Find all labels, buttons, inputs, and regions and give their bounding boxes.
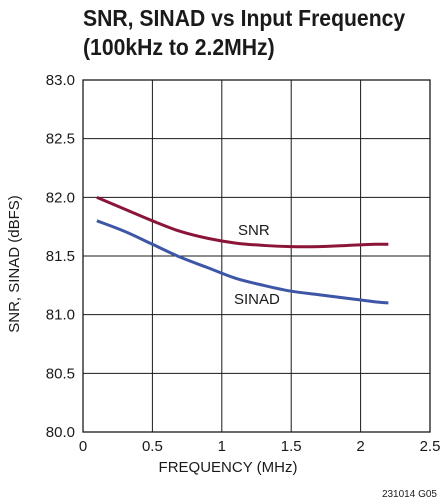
- figure-code: 231014 G05: [382, 489, 437, 500]
- x-tick-label: 0.5: [142, 438, 163, 455]
- x-tick-label: 2: [356, 438, 364, 455]
- y-tick-label: 83.0: [46, 72, 75, 89]
- y-tick-label: 81.0: [46, 307, 75, 324]
- y-tick-label: 80.5: [46, 365, 75, 382]
- y-tick-labels: 80.0 80.5 81.0 81.5 82.0 82.5 83.0: [46, 72, 75, 441]
- x-tick-labels: 0 0.5 1 1.5 2 2.5: [79, 438, 441, 455]
- chart-title: SNR, SINAD vs Input Frequency (100kHz to…: [83, 4, 414, 62]
- series-labels: SNR SINAD: [234, 222, 280, 308]
- series-label-snr: SNR: [238, 222, 270, 239]
- series-lines: [96, 195, 389, 305]
- chart-title-line-2: (100kHz to 2.2MHz): [83, 34, 275, 60]
- series-label-sinad: SINAD: [234, 291, 280, 308]
- y-axis-label: SNR, SINAD (dBFS): [6, 195, 23, 333]
- y-tick-label: 82.5: [46, 131, 75, 148]
- chart-title-line-1: SNR, SINAD vs Input Frequency: [83, 5, 406, 31]
- grid: [82, 79, 431, 433]
- plot-frame: [82, 79, 431, 433]
- series-line-snr: [96, 195, 389, 249]
- series-line-sinad: [96, 219, 389, 305]
- y-tick-label: 81.5: [46, 248, 75, 265]
- x-tick-label: 0: [79, 438, 87, 455]
- y-tick-label: 80.0: [46, 424, 75, 441]
- x-tick-label: 1: [218, 438, 226, 455]
- x-axis-label: FREQUENCY (MHz): [159, 459, 298, 476]
- y-tick-label: 82.0: [46, 189, 75, 206]
- x-tick-label: 1.5: [281, 438, 302, 455]
- x-tick-label: 2.5: [420, 438, 441, 455]
